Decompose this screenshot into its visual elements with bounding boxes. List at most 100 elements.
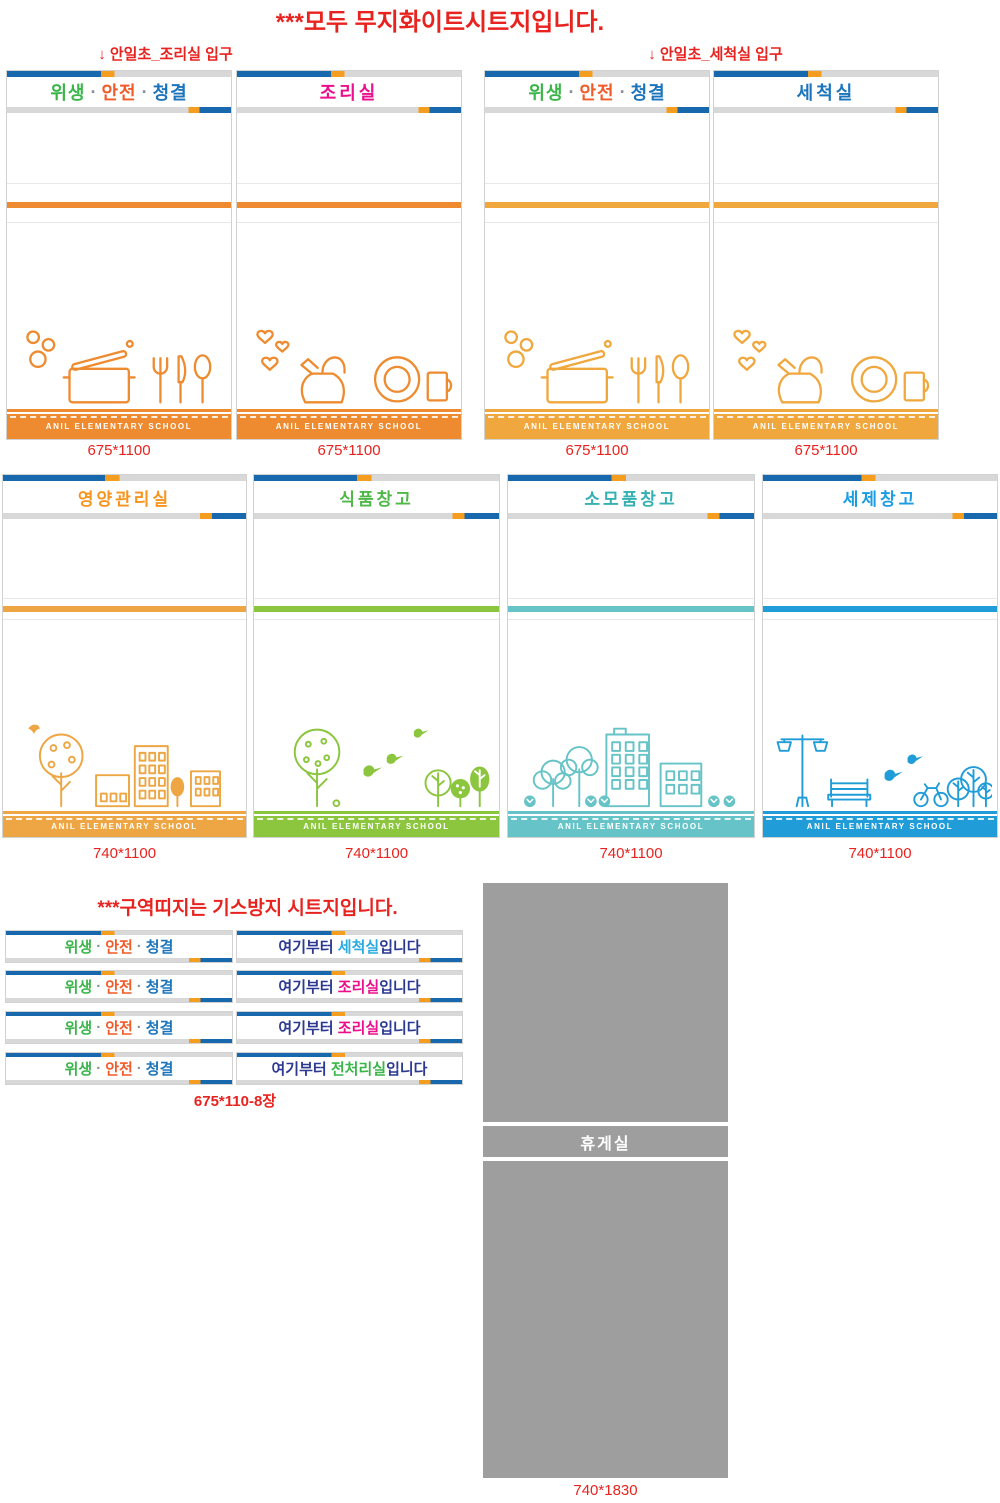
trees-birds-green-icon bbox=[259, 719, 494, 811]
panel-title-washing-room: 세척실 bbox=[796, 83, 856, 103]
size-label: 675*1100 bbox=[317, 442, 381, 459]
ground-line bbox=[714, 409, 938, 412]
strip-top-bar bbox=[237, 1053, 462, 1057]
strips-section-title: ***구역띠지는 기스방지 시트지입니다. bbox=[97, 898, 398, 919]
strip-bottom-bar bbox=[6, 1039, 232, 1043]
size-label: 675*1100 bbox=[565, 442, 629, 459]
panel-title-hygiene: 위생 · 안전 · 청결 bbox=[50, 81, 188, 104]
sign-panel-detergent-storage: 세제창고 ANIL ELEMENTARY SCHOOL bbox=[762, 474, 998, 838]
strip-bottom-bar bbox=[6, 998, 232, 1002]
school-name: ANIL ELEMENTARY SCHOOL bbox=[557, 822, 705, 831]
panel-footer: ANIL ELEMENTARY SCHOOL bbox=[3, 811, 246, 837]
divider-line bbox=[485, 183, 709, 223]
panel-footer: ANIL ELEMENTARY SCHOOL bbox=[254, 811, 499, 837]
strip-top-bar bbox=[6, 1012, 232, 1016]
sign-panel-cooking-room: 조리실 ANIL ELEMENTARY SCHOOL bbox=[236, 70, 462, 440]
sign-panel-food-storage: 식품창고 ANIL ELEMENTARY SCHOOL bbox=[253, 474, 500, 838]
header-bottom-bar bbox=[508, 513, 754, 519]
header-top-bar bbox=[763, 475, 997, 481]
kitchen-pot-icon bbox=[492, 317, 703, 409]
footer-band: ANIL ELEMENTARY SCHOOL bbox=[237, 414, 461, 439]
strip-bottom-bar bbox=[6, 958, 232, 962]
header-top-bar bbox=[3, 475, 246, 481]
strip-top-bar bbox=[237, 971, 462, 975]
panel-footer: ANIL ELEMENTARY SCHOOL bbox=[714, 409, 938, 439]
zone-strip-preprocessing: 여기부터 전처리실 입니다 bbox=[236, 1052, 463, 1085]
strip-bottom-bar bbox=[237, 1039, 462, 1043]
zone-strip-washing: 여기부터 세척실 입니다 bbox=[236, 930, 463, 963]
ground-line bbox=[254, 811, 499, 814]
header-top-bar bbox=[237, 71, 461, 77]
header-top-bar bbox=[714, 71, 938, 77]
hygiene-strip: 위생 · 안전 · 청결 bbox=[5, 1052, 233, 1085]
header-bottom-bar bbox=[7, 107, 231, 113]
header-bottom-bar bbox=[237, 107, 461, 113]
header-bottom-bar bbox=[254, 513, 499, 519]
kitchen-kettle-icon bbox=[244, 317, 455, 409]
footer-band: ANIL ELEMENTARY SCHOOL bbox=[485, 414, 709, 439]
zone-strip-label: 여기부터 조리실 입니다 bbox=[278, 979, 421, 996]
group-label-washing-entrance: ↓ 안일초_세척실 입구 bbox=[648, 46, 783, 63]
divider-line bbox=[237, 183, 461, 223]
sign-panel-nutrition-room: 영양관리실 ANIL ELEMENTARY SCHOOL bbox=[2, 474, 247, 838]
divider-line bbox=[7, 183, 231, 223]
ground-line bbox=[508, 811, 754, 814]
header-bottom-bar bbox=[763, 513, 997, 519]
hygiene-strip-label: 위생 · 안전 · 청결 bbox=[64, 1019, 174, 1037]
sign-panel-hygiene-1: 위생 · 안전 · 청결 ANIL ELEMENTARY SCHOOL bbox=[6, 70, 232, 440]
sign-panel-supplies-storage: 소모품창고 ANIL ELEMENTARY SCHOOL bbox=[507, 474, 755, 838]
strip-top-bar bbox=[6, 1053, 232, 1057]
strip-bottom-bar bbox=[237, 998, 462, 1002]
divider-line bbox=[763, 598, 997, 620]
school-name: ANIL ELEMENTARY SCHOOL bbox=[51, 822, 198, 831]
zone-strip-label: 여기부터 세척실 입니다 bbox=[278, 939, 421, 956]
group-label-cooking-entrance: ↓ 안일초_조리실 입구 bbox=[98, 46, 233, 63]
size-label: 740*1100 bbox=[848, 845, 912, 862]
band-separator-line bbox=[483, 1157, 728, 1161]
panel-title-detergent-storage: 세제창고 bbox=[842, 489, 918, 509]
sign-panel-washing-room: 세척실 ANIL ELEMENTARY SCHOOL bbox=[713, 70, 939, 440]
divider-line bbox=[508, 598, 754, 620]
strip-top-bar bbox=[6, 971, 232, 975]
header-top-bar bbox=[254, 475, 499, 481]
school-name: ANIL ELEMENTARY SCHOOL bbox=[303, 822, 450, 831]
strip-bottom-bar bbox=[6, 1080, 232, 1084]
school-name: ANIL ELEMENTARY SCHOOL bbox=[806, 822, 954, 831]
hygiene-strip: 위생 · 안전 · 청결 bbox=[5, 1011, 233, 1044]
strip-top-bar bbox=[237, 1012, 462, 1016]
zone-strip-label: 여기부터 조리실 입니다 bbox=[278, 1020, 421, 1037]
park-blue-icon bbox=[768, 719, 993, 811]
panel-footer: ANIL ELEMENTARY SCHOOL bbox=[763, 811, 997, 837]
panel-title-nutrition-room: 영양관리실 bbox=[77, 489, 172, 509]
hygiene-strip: 위생 · 안전 · 청결 bbox=[5, 970, 233, 1003]
header-top-bar bbox=[7, 71, 231, 77]
page-title: ***모두 무지화이트시트지입니다. bbox=[275, 9, 605, 36]
ground-line bbox=[485, 409, 709, 412]
school-name: ANIL ELEMENTARY SCHOOL bbox=[275, 422, 423, 431]
header-top-bar bbox=[508, 475, 754, 481]
strip-top-bar bbox=[237, 931, 462, 935]
ground-line bbox=[3, 811, 246, 814]
divider-line bbox=[3, 598, 246, 620]
cityscape-amber-icon bbox=[8, 719, 241, 811]
header-bottom-bar bbox=[714, 107, 938, 113]
strip-top-bar bbox=[6, 931, 232, 935]
panel-footer: ANIL ELEMENTARY SCHOOL bbox=[485, 409, 709, 439]
strips-size-label: 675*110-8장 bbox=[193, 1093, 277, 1110]
zone-strip-cooking: 여기부터 조리실 입니다 bbox=[236, 970, 463, 1003]
school-name: ANIL ELEMENTARY SCHOOL bbox=[752, 422, 900, 431]
footer-band: ANIL ELEMENTARY SCHOOL bbox=[508, 816, 754, 837]
footer-band: ANIL ELEMENTARY SCHOOL bbox=[7, 414, 231, 439]
size-label: 675*1100 bbox=[794, 442, 858, 459]
header-bottom-bar bbox=[3, 513, 246, 519]
hygiene-strip: 위생 · 안전 · 청결 bbox=[5, 930, 233, 963]
zone-strip-cooking: 여기부터 조리실 입니다 bbox=[236, 1011, 463, 1044]
panel-footer: ANIL ELEMENTARY SCHOOL bbox=[508, 811, 754, 837]
header-top-bar bbox=[485, 71, 709, 77]
rest-room-size-label: 740*1830 bbox=[573, 1482, 638, 1499]
hygiene-strip-label: 위생 · 안전 · 청결 bbox=[64, 938, 174, 956]
strip-bottom-bar bbox=[237, 958, 462, 962]
zone-strip-label: 여기부터 전처리실 입니다 bbox=[271, 1061, 428, 1078]
buildings-teal-icon bbox=[513, 719, 749, 811]
